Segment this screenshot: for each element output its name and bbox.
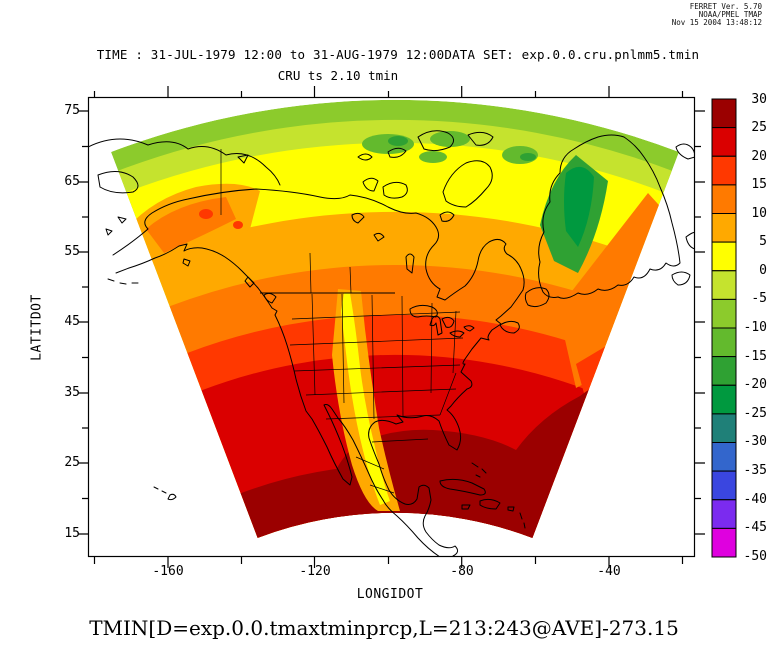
y-tick-label: 35	[64, 385, 80, 400]
colorbar-label: -40	[743, 492, 767, 507]
colorbar-swatch	[711, 327, 737, 358]
x-axis-label: LONGIDOT	[356, 587, 424, 602]
colorbar-swatch	[711, 442, 737, 472]
colorbar-swatch	[711, 527, 737, 558]
stamp-org: NOAA/PMEL TMAP	[698, 10, 762, 19]
plot-subtitle: CRU ts 2.10 tmin	[277, 68, 399, 83]
x-tick-label: -80	[450, 564, 474, 579]
colorbar-swatch	[711, 213, 737, 243]
x-tick-label: -120	[299, 564, 331, 579]
colorbar-swatch	[711, 155, 737, 186]
colorbar-swatch	[711, 127, 737, 157]
region-cordillera-yellow	[341, 293, 390, 505]
colorbar-label: -25	[743, 406, 767, 421]
stamp-date: Nov 15 2004 13:48:12	[671, 18, 762, 27]
colorbar-swatch	[711, 499, 737, 529]
x-tick-label: -160	[152, 564, 184, 579]
colorbar-label: 10	[751, 206, 767, 221]
region-arctic-deepgreen	[520, 153, 536, 161]
colorbar-swatch	[711, 470, 737, 501]
colorbar-label: 20	[751, 149, 767, 164]
colorbar-swatch	[711, 356, 737, 386]
coastlines	[88, 130, 695, 557]
colorbar-label: -35	[743, 463, 767, 478]
y-tick-label: 55	[64, 244, 80, 259]
y-tick-label: 45	[64, 314, 80, 329]
colorbar-label: 15	[751, 177, 767, 192]
region-alaska-hotspot	[233, 221, 243, 229]
y-tick-label: 75	[64, 103, 80, 118]
political-borders	[220, 149, 464, 494]
region-arctic-green	[419, 151, 447, 163]
colorbar-swatch	[711, 298, 737, 329]
colorbar-label: -5	[751, 291, 767, 306]
ferret-stamp: FERRET Ver. 5.70 NOAA/PMEL TMAP Nov 15 2…	[562, 3, 762, 27]
stamp-version: FERRET Ver. 5.70	[689, 2, 762, 11]
temperature-field	[111, 99, 679, 538]
colorbar-label: -30	[743, 434, 767, 449]
colorbar-swatch	[711, 184, 737, 214]
x-tick-label: -40	[597, 564, 621, 579]
colorbar-label: -45	[743, 520, 767, 535]
variable-formula: TMIN[D=exp.0.0.tmaxtminprcp,L=213:243@AV…	[89, 616, 679, 640]
colorbar-label: 30	[751, 92, 767, 107]
colorbar-swatch	[711, 241, 737, 272]
y-tick-label: 25	[64, 455, 80, 470]
region-arctic-deepgreen	[388, 136, 408, 146]
y-tick-label: 65	[64, 174, 80, 189]
colorbar-swatch	[711, 98, 737, 129]
region-alaska-hotspot	[199, 209, 213, 219]
tick-marks	[78, 86, 705, 568]
colorbar-label: -20	[743, 377, 767, 392]
colorbar-swatch	[711, 413, 737, 443]
colorbar-label: -50	[743, 549, 767, 564]
colorbar-label: 25	[751, 120, 767, 135]
colorbar-label: 0	[759, 263, 767, 278]
region-alaska-orange	[146, 197, 236, 253]
plot-frame	[87, 96, 696, 558]
colorbar-swatch	[711, 384, 737, 415]
y-tick-label: 15	[64, 526, 80, 541]
region-arctic-green	[430, 131, 470, 147]
colorbar-label: 5	[759, 234, 767, 249]
colorbar-label: -15	[743, 349, 767, 364]
plot-title-time-dataset: TIME : 31-JUL-1979 12:00 to 31-AUG-1979 …	[96, 47, 700, 62]
colorbar-swatch	[711, 270, 737, 300]
colorbar-label: -10	[743, 320, 767, 335]
colorbar	[711, 98, 737, 558]
region-greenland-core	[564, 166, 594, 247]
